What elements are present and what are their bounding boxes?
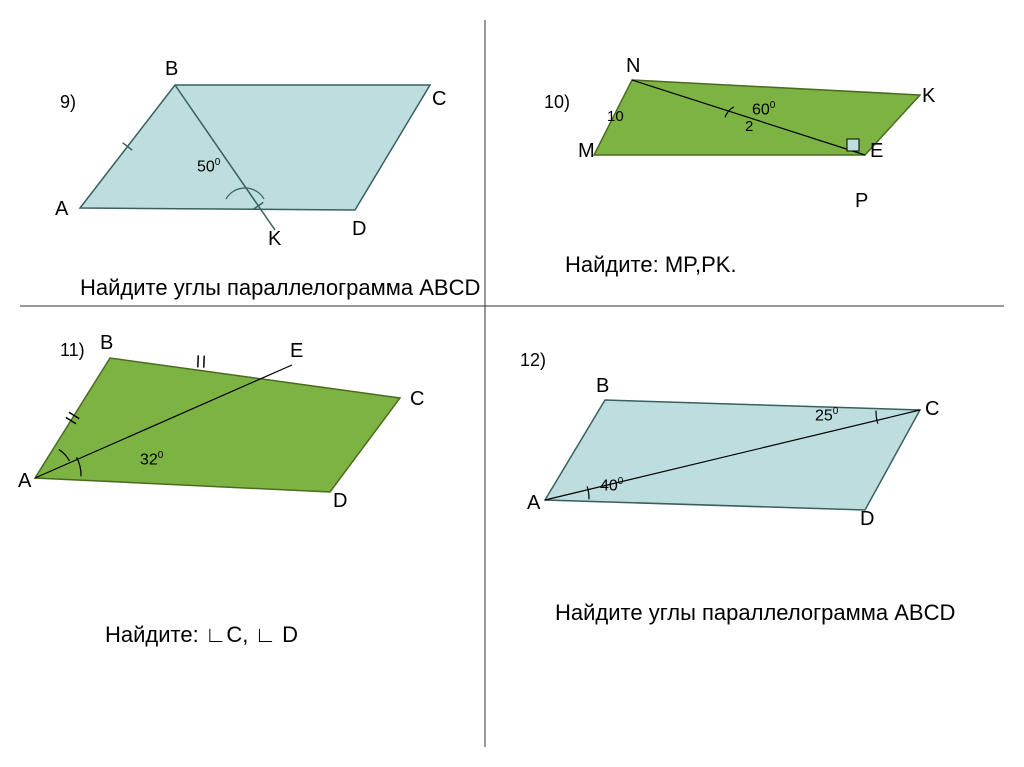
p9-label-C: C — [432, 88, 446, 111]
p10-label-K: K — [922, 85, 935, 108]
p11-label-D: D — [333, 490, 347, 513]
p11-label-A: A — [18, 470, 31, 493]
p10-label-E: E — [870, 140, 883, 163]
p9-label-A: A — [55, 198, 68, 221]
p10-label-N: N — [626, 55, 640, 78]
p9-label-K: K — [268, 228, 281, 251]
p9-label-B: B — [165, 58, 178, 81]
p12-task: Найдите углы параллелограмма ABCD — [555, 600, 955, 626]
p12-angle1: 400 — [600, 476, 623, 495]
p11-angle: 320 — [140, 450, 163, 469]
problem-10-number: 10) — [544, 92, 570, 113]
p12-label-A: A — [527, 492, 540, 515]
p12-label-C: C — [925, 398, 939, 421]
p10-task: Найдите: MP,PK. — [565, 252, 737, 278]
p11-label-B: B — [100, 332, 113, 355]
p10-side-2: 2 — [745, 118, 753, 135]
p9-task: Найдите углы параллелограмма ABCD — [80, 275, 480, 301]
problem-9-number: 9) — [60, 92, 76, 113]
p11-label-C: C — [410, 388, 424, 411]
p9-angle: 500 — [197, 157, 220, 176]
p10-angle: 600 — [752, 100, 775, 119]
p10-label-P: P — [855, 190, 868, 213]
problem-12-number: 12) — [520, 350, 546, 371]
problem-11-number: 11) — [60, 340, 85, 361]
p9-label-D: D — [352, 218, 366, 241]
p12-angle2: 250 — [815, 406, 838, 425]
p10-label-M: M — [578, 140, 595, 163]
p12-label-D: D — [860, 508, 874, 531]
p11-label-E: E — [290, 340, 303, 363]
p10-side-10: 10 — [607, 108, 624, 125]
p12-label-B: B — [596, 375, 609, 398]
p11-task: Найдите: ∟C, ∟ D — [105, 622, 298, 648]
